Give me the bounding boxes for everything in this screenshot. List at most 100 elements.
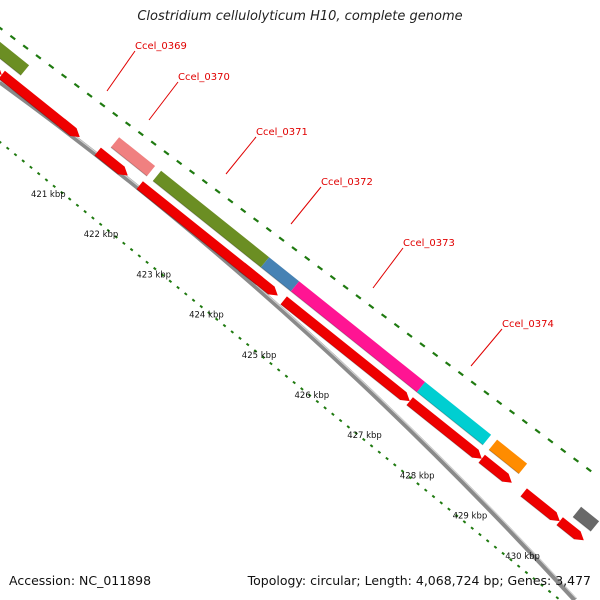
tick-mark-inner <box>540 583 544 587</box>
tick-mark-outer <box>227 198 234 204</box>
tick-mark-inner <box>0 140 2 144</box>
tick-mark-inner <box>315 399 320 404</box>
tick-mark-inner <box>509 558 513 562</box>
tick-mark-inner <box>331 412 335 416</box>
cds-arrow <box>406 397 482 459</box>
tick-mark-outer <box>419 342 426 348</box>
tick-label: 430 kbp <box>505 552 540 562</box>
tick-mark-inner <box>423 488 428 492</box>
tick-mark-inner <box>153 266 157 271</box>
tick-mark-inner <box>377 450 382 454</box>
tick-mark-inner <box>207 311 211 315</box>
tick-mark-inner <box>462 520 467 524</box>
tick-mark-outer <box>560 447 567 454</box>
cds-arrow <box>136 181 266 286</box>
tick-mark-inner <box>369 444 374 448</box>
tick-mark-outer <box>483 390 490 396</box>
gene-leader-line <box>372 247 404 289</box>
tick-mark-outer <box>432 351 439 358</box>
tick-mark-inner <box>400 469 405 473</box>
tick-mark-inner <box>547 589 552 594</box>
tick-label: 422 kbp <box>84 230 119 240</box>
accession-label: Accession: NC_011898 <box>9 573 152 588</box>
tick-mark-outer <box>534 428 541 434</box>
tick-label: 427 kbp <box>347 431 382 441</box>
tick-mark-inner <box>362 437 366 442</box>
tick-mark-inner <box>392 463 397 467</box>
tick-mark-inner <box>122 241 126 246</box>
tick-mark-inner <box>416 482 420 486</box>
tick-mark-inner <box>493 545 498 549</box>
tick-mark-inner <box>106 228 111 233</box>
cds-arrow <box>0 69 2 75</box>
cog-track <box>0 41 600 532</box>
tick-mark-outer <box>406 332 413 338</box>
tick-labels: 421 kbp 422 kbp 423 kbp 424 kbp 425 kbp 426 k… <box>31 190 540 562</box>
tick-mark-inner <box>83 209 87 214</box>
tick-mark-outer <box>48 63 55 70</box>
gene-label: Ccel_0370 <box>178 72 230 83</box>
tick-mark-inner <box>29 165 33 170</box>
tick-mark-inner <box>214 317 219 321</box>
cog-feature <box>290 281 426 393</box>
tick-mark-inner <box>454 513 459 518</box>
tick-mark-inner <box>532 577 536 581</box>
cog-feature <box>260 257 300 292</box>
tick-mark-inner <box>555 596 560 600</box>
tick-mark-inner <box>21 159 26 163</box>
tick-mark-outer <box>342 284 349 290</box>
tick-mark-inner <box>516 564 521 568</box>
tick-mark-outer <box>547 438 554 444</box>
cds-track <box>0 69 584 541</box>
tick-mark-outer <box>585 466 592 473</box>
gene-leader-line <box>470 328 503 367</box>
tick-mark-outer <box>355 294 362 300</box>
tick-mark-outer <box>176 159 183 166</box>
tick-mark-outer <box>278 236 285 242</box>
tick-mark-outer <box>316 265 324 271</box>
tick-mark-outer <box>188 169 196 175</box>
tick-mark-inner <box>114 235 118 239</box>
tick-mark-outer <box>329 274 336 281</box>
tick-label: 429 kbp <box>453 512 488 522</box>
tick-mark-inner <box>323 406 327 410</box>
tick-mark-outer <box>0 26 4 31</box>
cog-feature <box>572 506 600 532</box>
tick-mark-outer <box>35 54 42 60</box>
cds-arrow <box>58 118 80 138</box>
gene-label: Ccel_0371 <box>256 127 308 138</box>
tick-mark-outer <box>124 121 132 127</box>
tick-mark-inner <box>431 494 436 499</box>
cds-arrow <box>520 488 560 522</box>
tick-mark-inner <box>60 190 64 195</box>
cds-arrow <box>94 147 128 176</box>
cog-feature <box>488 439 528 474</box>
tick-mark-outer <box>163 150 170 156</box>
tick-mark-inner <box>36 171 41 176</box>
gene-labels: Ccel_0369 Ccel_0370 Ccel_0371 Ccel_0372 Ccel… <box>106 41 554 367</box>
tick-mark-outer <box>240 207 247 214</box>
tick-label: 428 kbp <box>400 471 435 481</box>
gene-label: Ccel_0374 <box>502 319 554 330</box>
tick-mark-inner <box>67 197 72 201</box>
gene-leader-line <box>225 136 257 175</box>
tick-mark-outer <box>150 140 157 146</box>
cog-feature <box>416 382 492 445</box>
tick-mark-inner <box>129 247 134 252</box>
tick-mark-outer <box>521 418 528 425</box>
tick-mark-outer <box>444 361 452 367</box>
tick-mark-inner <box>276 368 281 372</box>
tick-mark-outer <box>291 246 298 252</box>
tick-mark-inner <box>91 216 95 220</box>
tick-mark-inner <box>13 152 18 157</box>
tick-mark-outer <box>73 82 80 89</box>
tick-mark-outer <box>9 34 16 41</box>
tick-mark-inner <box>191 298 196 302</box>
tick-mark-inner <box>284 374 289 378</box>
tick-mark-inner <box>52 184 56 189</box>
tick-label: 425 kbp <box>242 351 277 361</box>
tick-mark-outer <box>393 322 400 329</box>
tick-marks-inner <box>0 140 560 600</box>
tick-marks-outer <box>0 26 592 473</box>
